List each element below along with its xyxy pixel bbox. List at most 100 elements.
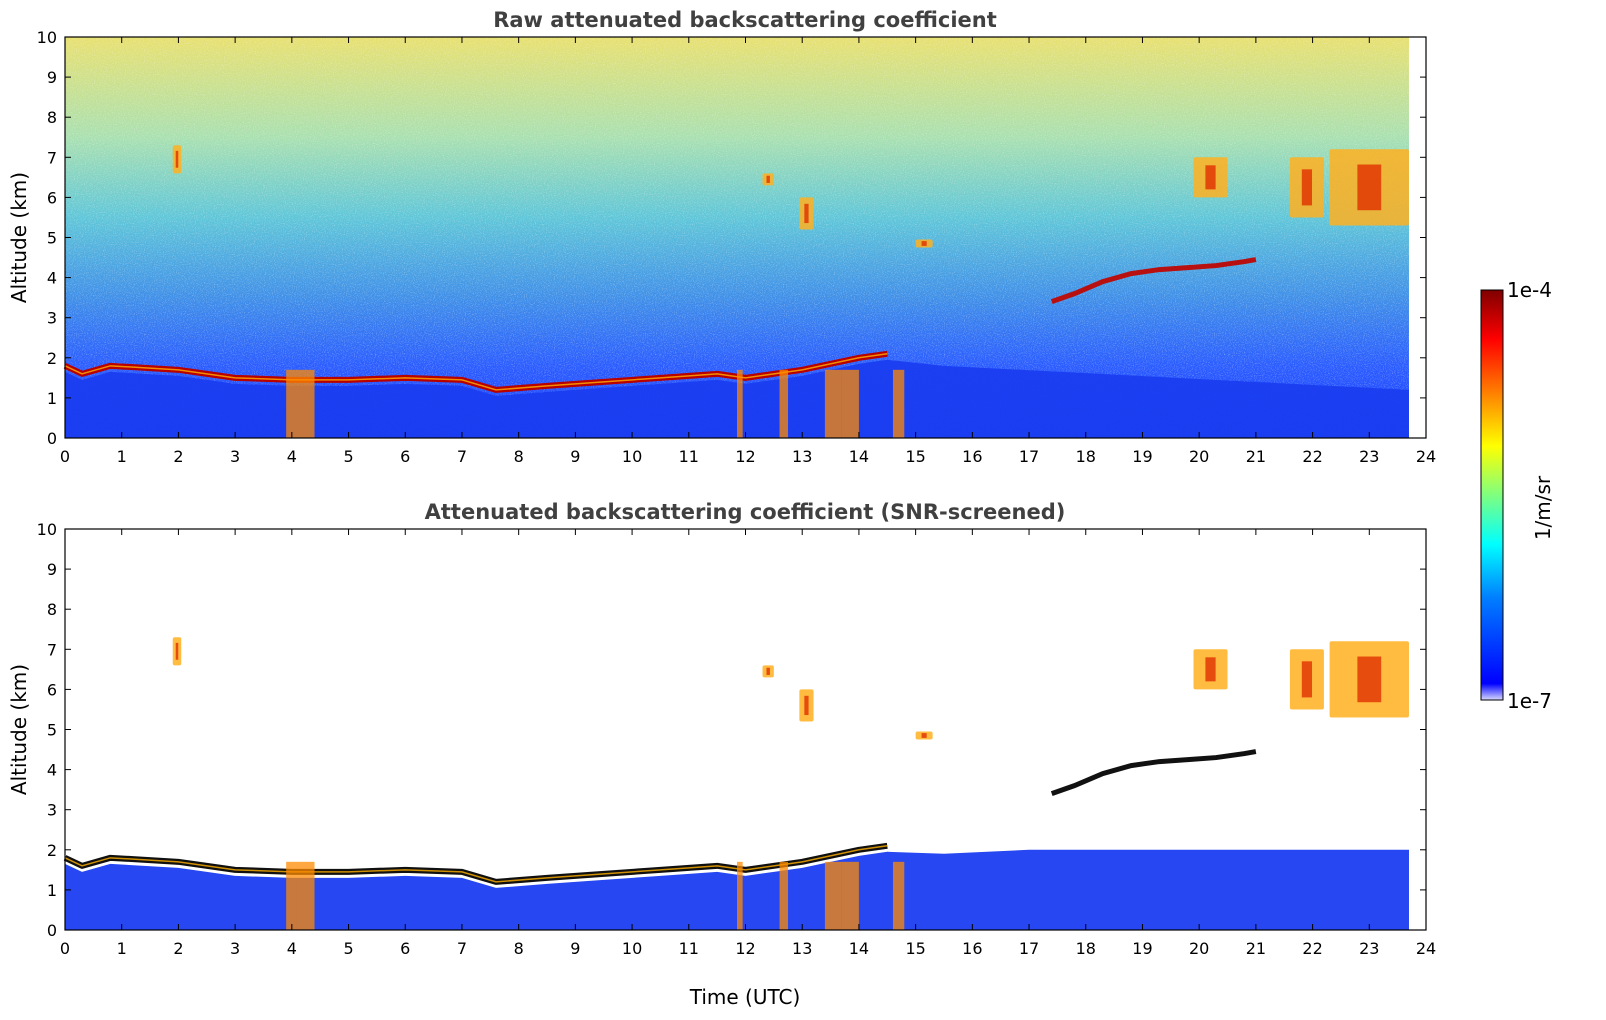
x-tick-label: 15 bbox=[905, 939, 925, 958]
cloud-core-mark bbox=[1205, 657, 1216, 682]
y-tick-label: 7 bbox=[47, 640, 57, 659]
x-tick-label: 7 bbox=[457, 939, 467, 958]
panel2-x-label: Time (UTC) bbox=[689, 985, 801, 1009]
x-tick-label: 9 bbox=[570, 939, 580, 958]
x-tick-label: 1 bbox=[117, 939, 127, 958]
x-tick-label: 11 bbox=[679, 939, 699, 958]
y-tick-label: 4 bbox=[47, 761, 57, 780]
plume-mark bbox=[824, 369, 842, 438]
x-tick-label: 9 bbox=[570, 447, 580, 466]
plume-mark bbox=[892, 369, 905, 438]
x-tick-label: 8 bbox=[514, 447, 524, 466]
y-tick-label: 9 bbox=[47, 68, 57, 87]
plume-mark bbox=[736, 861, 743, 930]
x-tick-label: 5 bbox=[343, 939, 353, 958]
x-tick-label: 19 bbox=[1132, 939, 1152, 958]
x-tick-label: 24 bbox=[1416, 447, 1436, 466]
colorbar-gradient bbox=[1480, 289, 1504, 701]
cloud-core-mark bbox=[1301, 661, 1313, 698]
boundary-layer-top-highlight bbox=[64, 845, 888, 883]
y-tick-label: 4 bbox=[47, 269, 57, 288]
panel2-y-label: Altitude (km) bbox=[7, 664, 31, 795]
plume-mark bbox=[286, 369, 298, 438]
raw-backscatter-panel: Raw attenuated backscattering coefficien… bbox=[7, 8, 1436, 466]
x-tick-label: 18 bbox=[1076, 447, 1096, 466]
y-tick-label: 2 bbox=[47, 841, 57, 860]
plume-mark bbox=[297, 861, 315, 930]
y-tick-label: 1 bbox=[47, 881, 57, 900]
x-tick-label: 12 bbox=[735, 447, 755, 466]
y-tick-label: 5 bbox=[47, 721, 57, 740]
x-tick-label: 11 bbox=[679, 447, 699, 466]
panel2-x-axis: 0 1 2 3 4 5 6 7 8 9 10 11 12 13 14 15 16 17 18 19 20 21 22 23 24 bbox=[60, 529, 1436, 958]
colorbar-unit-label: 1/m/sr bbox=[1531, 475, 1555, 540]
x-tick-label: 16 bbox=[962, 447, 982, 466]
y-tick-label: 7 bbox=[47, 148, 57, 167]
colorbar-min-label: 1e-7 bbox=[1507, 689, 1552, 713]
x-tick-label: 2 bbox=[173, 939, 183, 958]
x-tick-label: 17 bbox=[1019, 939, 1039, 958]
panel1-x-axis: 0 1 2 3 4 5 6 7 8 9 10 11 12 13 14 15 16 17 18 19 20 21 22 23 24 bbox=[60, 37, 1436, 466]
x-tick-label: 1 bbox=[117, 447, 127, 466]
cloud-core-mark bbox=[804, 695, 809, 716]
x-tick-label: 14 bbox=[849, 447, 869, 466]
y-tick-label: 1 bbox=[47, 389, 57, 408]
x-tick-label: 15 bbox=[905, 447, 925, 466]
panel1-y-axis: 0 1 2 3 4 5 6 7 8 9 10 bbox=[37, 28, 1426, 448]
panel2-title: Attenuated backscattering coefficient (S… bbox=[425, 500, 1066, 524]
elevated-aerosol-layer bbox=[1050, 257, 1257, 305]
plume-mark bbox=[824, 861, 842, 930]
y-tick-label: 9 bbox=[47, 560, 57, 579]
screened-backscatter-panel: Attenuated backscattering coefficient (S… bbox=[7, 500, 1436, 1009]
x-tick-label: 3 bbox=[230, 939, 240, 958]
panel1-title: Raw attenuated backscattering coefficien… bbox=[493, 8, 997, 32]
y-tick-label: 5 bbox=[47, 229, 57, 248]
x-tick-label: 0 bbox=[60, 939, 70, 958]
cloud-core-mark bbox=[175, 150, 179, 168]
cloud-core-mark bbox=[921, 241, 927, 246]
panel2-y-axis: 0 1 2 3 4 5 6 7 8 9 10 bbox=[37, 520, 1426, 940]
colorbar-max-label: 1e-4 bbox=[1507, 278, 1552, 302]
x-tick-label: 8 bbox=[514, 939, 524, 958]
plume-mark bbox=[286, 861, 298, 930]
x-tick-label: 14 bbox=[849, 939, 869, 958]
x-tick-label: 0 bbox=[60, 447, 70, 466]
x-tick-label: 17 bbox=[1019, 447, 1039, 466]
x-tick-label: 13 bbox=[792, 447, 812, 466]
y-tick-label: 6 bbox=[47, 680, 57, 699]
y-tick-label: 2 bbox=[47, 349, 57, 368]
cloud-core-mark bbox=[1205, 165, 1216, 190]
cloud-core-mark bbox=[1357, 164, 1382, 211]
plume-mark bbox=[841, 369, 859, 438]
x-tick-label: 10 bbox=[622, 939, 642, 958]
x-tick-label: 4 bbox=[287, 939, 297, 958]
panel2-heatmap bbox=[63, 637, 1409, 930]
cloud-core-mark bbox=[766, 667, 770, 675]
cloud-core-mark bbox=[175, 642, 179, 660]
plume-mark bbox=[841, 861, 859, 930]
y-tick-label: 8 bbox=[47, 600, 57, 619]
y-tick-label: 3 bbox=[47, 309, 57, 328]
x-tick-label: 16 bbox=[962, 939, 982, 958]
plume-mark bbox=[736, 369, 743, 438]
x-tick-label: 23 bbox=[1359, 447, 1379, 466]
x-tick-label: 4 bbox=[287, 447, 297, 466]
x-tick-label: 6 bbox=[400, 447, 410, 466]
cloud-core-mark bbox=[921, 733, 927, 738]
x-tick-label: 18 bbox=[1076, 939, 1096, 958]
x-tick-label: 5 bbox=[343, 447, 353, 466]
x-tick-label: 6 bbox=[400, 939, 410, 958]
x-tick-label: 20 bbox=[1189, 447, 1209, 466]
x-tick-label: 20 bbox=[1189, 939, 1209, 958]
x-tick-label: 21 bbox=[1246, 447, 1266, 466]
plume-mark bbox=[779, 369, 789, 438]
y-tick-label: 0 bbox=[47, 429, 57, 448]
plume-mark bbox=[297, 369, 315, 438]
plume-mark bbox=[892, 861, 905, 930]
cloud-core-mark bbox=[766, 175, 770, 183]
y-tick-label: 8 bbox=[47, 108, 57, 127]
x-tick-label: 7 bbox=[457, 447, 467, 466]
x-tick-label: 24 bbox=[1416, 939, 1436, 958]
x-tick-label: 2 bbox=[173, 447, 183, 466]
